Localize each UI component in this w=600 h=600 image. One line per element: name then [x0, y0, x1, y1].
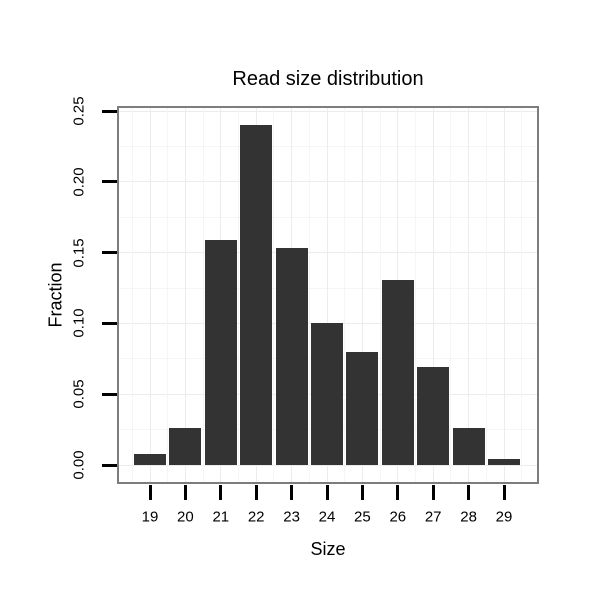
v-gridline-minor [202, 108, 204, 482]
x-tick-label-26: 26 [389, 508, 407, 526]
y-tick-0.05 [102, 392, 117, 396]
v-gridline-major [361, 108, 363, 482]
v-gridline-minor [415, 108, 416, 482]
x-tick-label-22: 22 [247, 508, 265, 526]
x-tick-27 [431, 485, 435, 500]
v-gridline-major [326, 108, 328, 482]
y-tick-label-0.05: 0.05 [70, 379, 88, 409]
h-gridline-major [119, 464, 537, 466]
y-axis-label: Fraction [45, 262, 66, 328]
v-gridline-major [503, 108, 505, 482]
x-tick-26 [396, 485, 400, 500]
bar-21 [204, 239, 237, 465]
v-gridline-minor [131, 108, 133, 482]
x-tick-20 [183, 485, 187, 500]
v-gridline-major [468, 108, 470, 482]
v-gridline-minor [450, 108, 452, 482]
y-tick-label-0.15: 0.15 [70, 237, 88, 268]
h-gridline-minor [119, 216, 537, 218]
x-tick-19 [148, 485, 152, 500]
x-tick-24 [325, 485, 329, 500]
h-gridline-major [119, 110, 537, 112]
h-gridline-minor [119, 145, 537, 147]
x-tick-label-19: 19 [141, 508, 159, 526]
bar-19 [134, 453, 166, 465]
v-gridline-minor [273, 108, 275, 482]
x-tick-25 [360, 485, 364, 500]
v-gridline-major [149, 108, 151, 482]
h-gridline-major [119, 252, 537, 254]
x-tick-29 [502, 485, 506, 500]
y-tick-label-0.00: 0.00 [70, 450, 88, 480]
y-tick-0.15 [102, 251, 117, 255]
y-tick-0.00 [102, 463, 117, 467]
x-tick-label-20: 20 [177, 508, 194, 526]
x-tick-21 [219, 485, 223, 500]
y-tick-0.25 [102, 109, 117, 113]
bar-22 [240, 125, 273, 465]
x-tick-label-21: 21 [212, 508, 230, 526]
x-tick-label-27: 27 [424, 508, 442, 526]
bar-28 [452, 428, 485, 465]
bar-27 [417, 367, 450, 465]
v-gridline-minor [485, 108, 487, 482]
y-tick-label-0.10: 0.10 [70, 308, 88, 338]
y-tick-label-0.20: 0.20 [70, 167, 88, 197]
v-gridline-minor [308, 108, 310, 482]
bar-23 [275, 248, 308, 465]
x-tick-label-24: 24 [318, 508, 336, 526]
x-tick-23 [290, 485, 294, 500]
v-gridline-minor [521, 108, 523, 482]
plot-panel [117, 106, 539, 484]
bar-29 [488, 459, 520, 465]
x-tick-label-29: 29 [495, 508, 513, 526]
chart-title: Read size distribution [232, 68, 424, 90]
v-gridline-minor [238, 108, 239, 482]
bar-26 [381, 279, 414, 465]
x-tick-22 [254, 485, 258, 500]
x-tick-label-23: 23 [283, 508, 300, 526]
x-tick-label-25: 25 [354, 508, 371, 526]
x-tick-label-28: 28 [460, 508, 477, 526]
v-gridline-minor [167, 108, 169, 482]
h-gridline-minor [119, 287, 537, 289]
y-tick-0.20 [102, 180, 117, 184]
v-gridline-minor [379, 108, 381, 482]
x-axis-label: Size [310, 539, 346, 559]
bar-24 [311, 323, 343, 465]
bar-25 [346, 351, 379, 465]
bar-20 [169, 428, 202, 465]
h-gridline-major [119, 181, 537, 183]
v-gridline-major [432, 108, 434, 482]
v-gridline-minor [344, 108, 346, 482]
x-tick-28 [467, 485, 471, 500]
v-gridline-major [184, 108, 186, 482]
y-tick-label-0.25: 0.25 [70, 96, 88, 126]
y-tick-0.10 [102, 321, 117, 325]
